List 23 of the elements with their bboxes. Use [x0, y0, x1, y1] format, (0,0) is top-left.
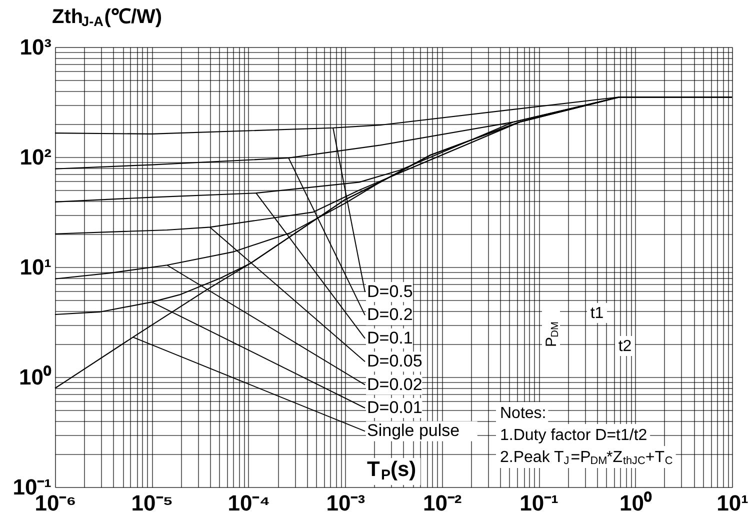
annotation: 1.Duty factor D=t1/t2 [500, 427, 648, 444]
annotation: D=0.1 [367, 328, 413, 348]
annotation: t1 [590, 305, 604, 322]
annotation: Notes: [500, 405, 546, 422]
annotation: D=0.5 [367, 282, 413, 301]
annotation: PDM [543, 322, 561, 347]
y-tick-label: 10² [20, 144, 52, 170]
annotation: Single pulse [367, 421, 460, 440]
x-tick-label: 10⁻³ [326, 490, 366, 516]
annotation: D=0.02 [367, 374, 422, 394]
x-tick-label: 10⁻⁵ [131, 490, 174, 516]
annotation: t2 [618, 338, 632, 355]
annotation: D=0.05 [367, 352, 422, 371]
y-tick-label: 10¹ [20, 254, 52, 280]
y-tick-label: 10³ [20, 34, 52, 60]
x-tick-label: 10⁰ [620, 490, 652, 516]
x-tick-label: 10¹ [716, 490, 748, 516]
x-tick-label: 10⁻¹ [520, 490, 558, 516]
annotation: D=0.01 [367, 398, 422, 417]
x-tick-label: 10⁻² [422, 490, 462, 516]
y-tick-label: 10⁰ [19, 364, 52, 390]
x-tick-label: 10⁻⁴ [228, 490, 270, 516]
annotation: D=0.2 [367, 305, 413, 324]
